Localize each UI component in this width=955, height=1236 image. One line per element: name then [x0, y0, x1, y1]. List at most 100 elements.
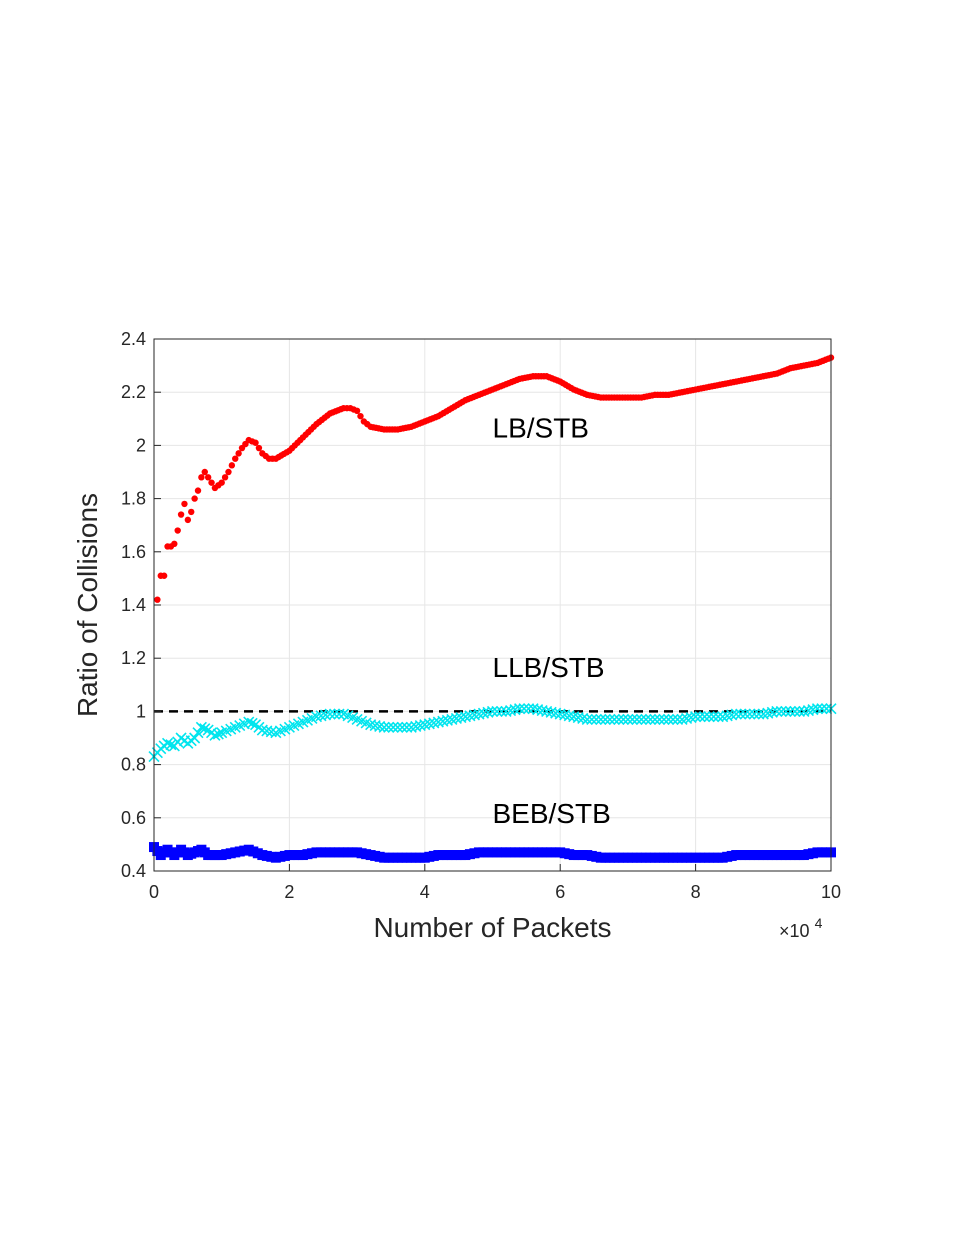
data-point [595, 713, 607, 725]
data-point [154, 596, 161, 603]
data-point [590, 713, 602, 725]
data-point [613, 713, 625, 725]
y-tick-label: 0.8 [121, 755, 146, 775]
data-point [730, 708, 742, 720]
data-point [635, 713, 648, 725]
y-tick-label: 0.4 [121, 861, 146, 881]
x-tick-label: 2 [284, 882, 294, 902]
x-tick-label: 4 [420, 882, 430, 902]
data-point [662, 713, 675, 725]
data-point [504, 704, 517, 717]
data-point [523, 703, 535, 715]
data-point [491, 705, 503, 717]
data-point [721, 710, 733, 722]
data-point [599, 713, 611, 725]
data-point [811, 703, 824, 715]
data-point [784, 705, 796, 717]
data-point [319, 709, 332, 721]
data-point [419, 719, 431, 731]
data-point [378, 721, 390, 733]
data-point [486, 705, 499, 717]
y-tick-label: 2 [136, 435, 146, 455]
data-point [500, 705, 512, 717]
data-point [414, 720, 426, 732]
data-point [228, 462, 236, 469]
data-point [357, 412, 364, 420]
data-point [221, 474, 229, 481]
series-layer [148, 354, 837, 863]
data-point [171, 540, 178, 548]
data-point [536, 704, 548, 717]
data-point [780, 705, 792, 717]
data-point [744, 708, 756, 720]
data-point [191, 495, 198, 502]
data-point [310, 711, 323, 723]
x-axis-label: Number of Packets [373, 912, 611, 943]
data-point [550, 707, 562, 719]
data-point [208, 479, 215, 486]
data-point [586, 713, 598, 725]
data-point [775, 705, 787, 717]
data-point [383, 721, 395, 733]
data-point [204, 474, 212, 481]
data-point [514, 703, 526, 715]
x-exponent-power: 4 [815, 915, 823, 931]
data-point [446, 713, 458, 725]
data-point [195, 721, 207, 733]
data-point [685, 712, 697, 724]
data-point [622, 713, 634, 725]
y-tick-label: 2.2 [121, 382, 146, 402]
data-point [717, 711, 729, 723]
data-point [324, 708, 336, 720]
data-point [192, 727, 204, 739]
data-point [353, 407, 361, 415]
x-ticks: 0 2 4 6 8 10 [149, 864, 841, 902]
data-point [604, 713, 616, 725]
data-point [174, 527, 181, 534]
data-point [518, 703, 530, 715]
data-point [441, 714, 453, 726]
data-point [581, 713, 593, 725]
data-point [671, 713, 684, 725]
y-ticks: 0.4 0.6 0.8 1 1.2 1.4 1.6 1.8 2 2.2 2.4 [121, 329, 161, 881]
data-point [423, 718, 435, 730]
data-point [676, 713, 688, 725]
data-point [468, 709, 481, 721]
series-llb-stb [148, 703, 837, 763]
data-point [459, 711, 471, 723]
data-point [315, 710, 327, 722]
data-point [160, 572, 168, 579]
y-tick-label: 2.4 [121, 329, 146, 349]
data-point [703, 711, 715, 723]
x-tick-label: 8 [691, 882, 701, 902]
data-point [450, 712, 462, 725]
data-point [532, 704, 544, 716]
annotation-label: LB/STB [493, 412, 589, 443]
data-point [246, 717, 258, 729]
data-point [766, 706, 778, 718]
y-tick-label: 1.6 [121, 542, 146, 562]
data-point [392, 721, 404, 733]
annotation-label: BEB/STB [493, 798, 611, 829]
data-point [396, 721, 408, 733]
x-tick-label: 6 [555, 882, 565, 902]
data-point [789, 705, 801, 717]
data-point [820, 703, 833, 715]
data-point [726, 709, 738, 721]
data-point [189, 732, 201, 744]
series-beb-stb [149, 842, 836, 863]
data-point [328, 708, 341, 720]
data-point [712, 711, 724, 723]
data-point [667, 713, 679, 725]
data-point [184, 516, 192, 524]
data-point [577, 712, 589, 725]
data-point [617, 713, 629, 725]
data-point [554, 708, 566, 720]
data-point [816, 703, 828, 715]
data-point [235, 450, 242, 457]
y-tick-label: 0.6 [121, 808, 146, 828]
data-point [631, 713, 643, 725]
y-tick-label: 1.2 [121, 648, 146, 668]
data-point [255, 444, 263, 452]
data-point [771, 705, 783, 717]
